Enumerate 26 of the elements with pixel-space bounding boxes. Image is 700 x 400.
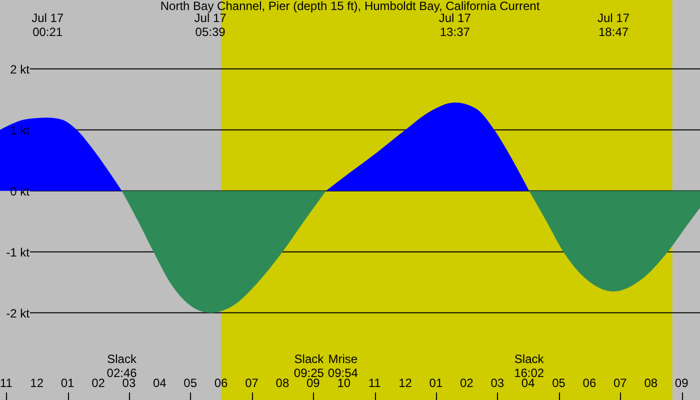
annotation: Jul 17 13:37 [438,11,472,39]
x-tick-label: 07 [245,376,259,390]
x-tick-label: 08 [644,376,658,390]
x-tick-label: 02 [92,376,106,390]
x-tick-label: 12 [30,376,44,390]
x-tick-label: 01 [60,376,75,390]
annotation: Jul 17 18:47 [598,11,630,39]
x-tick-label: 05 [184,376,198,390]
y-tick-label: -1 kt [6,245,30,260]
annotation: Jul 17 00:21 [32,11,64,39]
y-tick-label: -2 kt [6,306,30,320]
x-tick-label: 07 [613,376,628,390]
x-tick-label: 06 [214,376,228,390]
x-tick-label: 08 [276,376,290,390]
x-tick-label: 05 [552,376,566,390]
x-tick-label: 12 [398,376,412,390]
x-tick-label: 11 [368,376,382,390]
x-tick-label: 06 [582,376,596,390]
y-tick-label: 2 kt [10,62,30,76]
x-tick-label: 01 [429,376,443,390]
x-tick-label: 03 [490,376,504,390]
x-tick-label: 09 [674,376,689,390]
x-tick-label: 02 [460,376,474,390]
x-tick-label: 11 [0,376,13,390]
y-tick-label: 1 kt [10,123,30,138]
x-tick-label: 04 [152,376,167,390]
